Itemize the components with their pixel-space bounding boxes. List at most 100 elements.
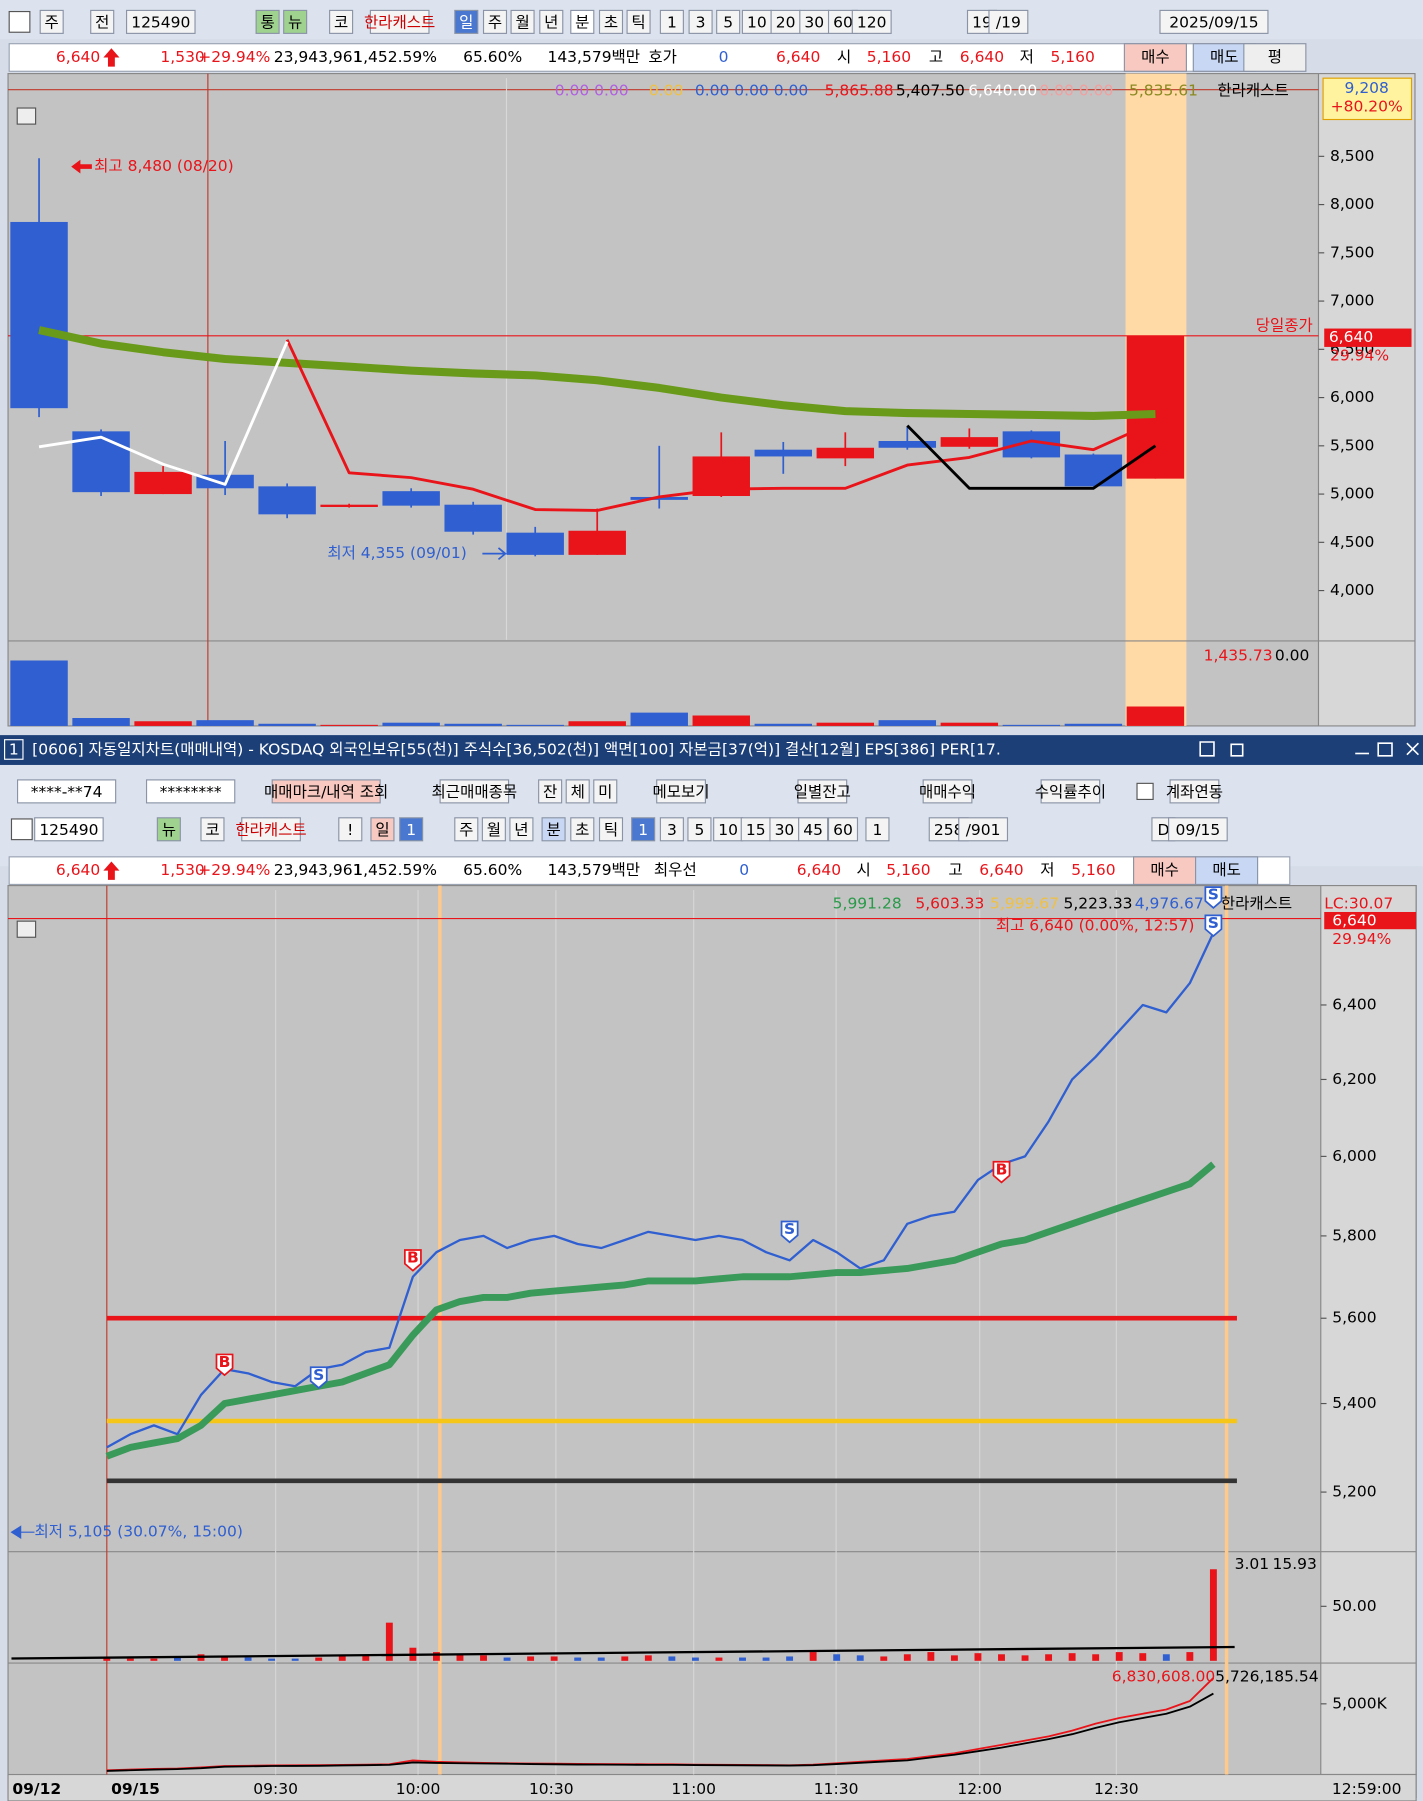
volume-bar	[940, 722, 999, 726]
button[interactable]	[988, 9, 1029, 34]
volume-bar	[833, 1654, 841, 1661]
button[interactable]	[482, 9, 508, 34]
window-control[interactable]	[1377, 742, 1393, 757]
button[interactable]	[922, 779, 973, 804]
button[interactable]	[565, 779, 590, 804]
window-control[interactable]	[1230, 743, 1244, 757]
button[interactable]	[16, 779, 117, 804]
button[interactable]	[329, 9, 354, 34]
button[interactable]	[271, 779, 381, 804]
legend-item: 5,223.33	[1064, 894, 1133, 912]
button-label: 분	[546, 821, 560, 839]
button[interactable]	[659, 817, 684, 842]
button[interactable]	[598, 817, 624, 842]
button[interactable]	[370, 817, 395, 842]
button[interactable]	[39, 9, 64, 34]
x-tick-label: 12:59:00	[1332, 1780, 1402, 1798]
button[interactable]	[510, 9, 535, 34]
trade-mark	[309, 1366, 328, 1390]
button[interactable]	[1133, 856, 1197, 885]
button[interactable]	[598, 9, 624, 34]
volume-bar	[1186, 1652, 1194, 1661]
button-label: 한라캐스트	[364, 14, 435, 32]
button[interactable]	[90, 9, 115, 34]
button[interactable]	[827, 817, 859, 842]
volume-bar	[762, 1657, 770, 1661]
button[interactable]	[156, 817, 181, 842]
volume-legend: 0.00	[1275, 646, 1310, 664]
button[interactable]	[454, 9, 479, 34]
button[interactable]	[200, 817, 225, 842]
candle-body	[1064, 454, 1123, 487]
quote-value: 매도	[1212, 861, 1241, 879]
button[interactable]	[716, 9, 741, 34]
button[interactable]	[538, 779, 563, 804]
volume-bar	[527, 1656, 535, 1661]
button[interactable]	[687, 817, 712, 842]
button[interactable]	[338, 817, 363, 842]
button[interactable]	[439, 779, 510, 804]
button[interactable]	[145, 779, 236, 804]
button[interactable]	[1243, 43, 1307, 72]
button[interactable]	[539, 9, 564, 34]
x-tick-label: 10:30	[529, 1780, 574, 1798]
button[interactable]	[865, 817, 890, 842]
button[interactable]	[399, 817, 424, 842]
button[interactable]	[1123, 43, 1187, 72]
button[interactable]	[631, 817, 656, 842]
volume-bar	[809, 1652, 817, 1661]
button[interactable]	[125, 9, 196, 34]
button-label: 주	[459, 821, 473, 839]
button[interactable]	[509, 817, 534, 842]
volume-bar	[754, 723, 812, 726]
quote-value: 65.60%	[463, 48, 522, 66]
button-label: 10	[747, 14, 767, 32]
button[interactable]	[1040, 779, 1101, 804]
button[interactable]	[626, 9, 651, 34]
button[interactable]	[34, 817, 104, 842]
upper-price: 9,208	[1345, 79, 1389, 97]
button[interactable]	[570, 9, 595, 34]
button-label: /901	[966, 821, 1001, 839]
button-label: D	[1157, 821, 1169, 839]
button[interactable]	[688, 9, 713, 34]
button-label: !	[347, 821, 353, 839]
button[interactable]	[570, 817, 595, 842]
button[interactable]	[1159, 9, 1269, 34]
button[interactable]	[454, 817, 479, 842]
quote-value: 5,160	[867, 48, 911, 66]
y-tick-label: 5,000	[1330, 485, 1374, 503]
button[interactable]	[659, 9, 684, 34]
button[interactable]	[241, 817, 301, 842]
quote-value: 1,530	[160, 861, 204, 879]
window-control[interactable]	[1406, 742, 1419, 756]
x-axis-area	[7, 1773, 1417, 1801]
quote-value: 매도	[1210, 48, 1239, 66]
button[interactable]	[481, 817, 506, 842]
button[interactable]	[255, 9, 280, 34]
window-control[interactable]	[1199, 741, 1215, 757]
button[interactable]	[798, 817, 829, 842]
button[interactable]	[593, 779, 618, 804]
button[interactable]	[369, 9, 430, 34]
button[interactable]	[958, 817, 1009, 842]
y-tick-label: 5,200	[1332, 1483, 1376, 1501]
trade-label: S	[1208, 914, 1219, 932]
button[interactable]	[851, 9, 892, 34]
volume-bar	[974, 1653, 982, 1661]
button[interactable]	[656, 779, 706, 804]
button[interactable]	[1169, 779, 1220, 804]
checkbox[interactable]	[1136, 782, 1154, 801]
button[interactable]	[283, 9, 308, 34]
volume-bar	[315, 1657, 323, 1661]
button[interactable]	[1195, 856, 1259, 885]
candle-body	[10, 221, 68, 409]
volume-bar	[1068, 1653, 1076, 1661]
quote-value: 23,943,961	[274, 48, 363, 66]
candle-body	[816, 447, 875, 459]
button[interactable]	[797, 779, 848, 804]
button[interactable]	[1168, 817, 1228, 842]
volume-bar	[268, 1658, 276, 1661]
button[interactable]	[541, 817, 566, 842]
trade-label: B	[996, 1160, 1008, 1178]
